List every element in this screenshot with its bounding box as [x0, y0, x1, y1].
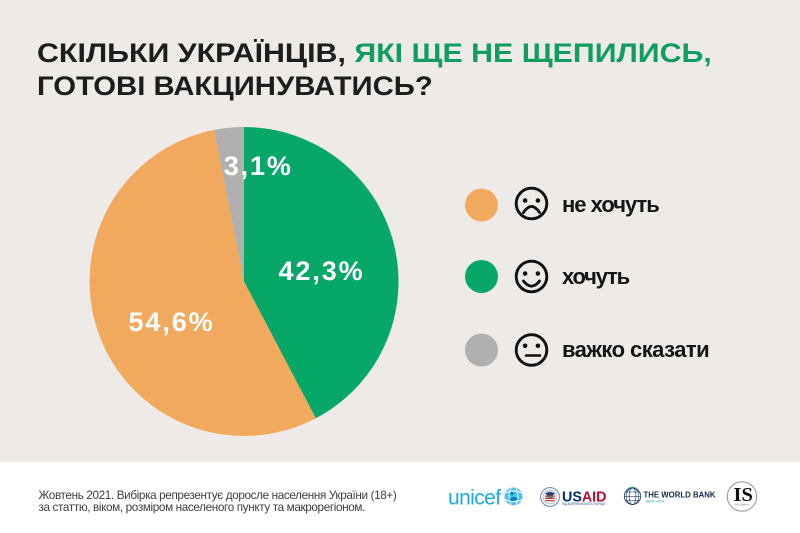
svg-text:USAID: USAID	[562, 488, 607, 505]
svg-text:unicef: unicef	[448, 487, 501, 510]
svg-text:Info Sapiens: Info Sapiens	[735, 503, 750, 507]
svg-text:IBRD • IDA: IBRD • IDA	[646, 500, 666, 504]
svg-text:IS: IS	[734, 484, 753, 506]
svg-text:THE WORLD BANK: THE WORLD BANK	[644, 490, 717, 500]
svg-text:ВІД АМЕРИКАНСЬКОГО НАРОДУ: ВІД АМЕРИКАНСЬКОГО НАРОДУ	[563, 502, 607, 506]
